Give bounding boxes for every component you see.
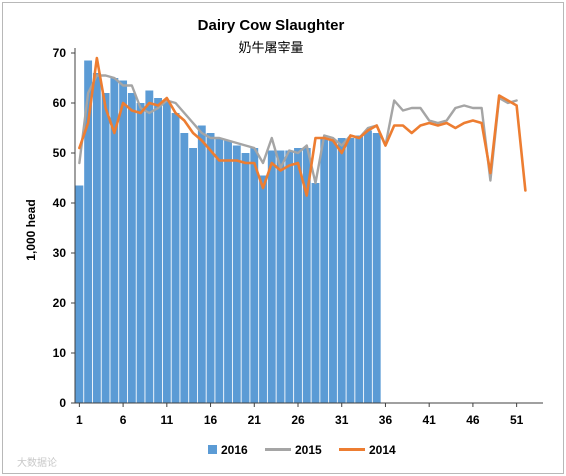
bar-2016-week-16 bbox=[206, 133, 215, 403]
bar-2016-week-35 bbox=[372, 133, 381, 403]
bar-2016-week-9 bbox=[145, 90, 154, 403]
bar-2016-week-34 bbox=[364, 130, 372, 403]
bar-2016-week-11 bbox=[162, 100, 171, 403]
bar-2016-week-17 bbox=[215, 138, 224, 403]
axes bbox=[71, 48, 543, 407]
legend-label-2014: 2014 bbox=[369, 443, 396, 457]
x-tick-label: 21 bbox=[248, 413, 262, 427]
y-tick-label: 70 bbox=[53, 46, 67, 60]
legend-label-2015: 2015 bbox=[295, 443, 322, 457]
bar-2016-week-6 bbox=[119, 80, 128, 403]
legend-item-2016: 2016 bbox=[208, 443, 248, 457]
x-tick-label: 31 bbox=[335, 413, 349, 427]
bar-2016-week-12 bbox=[171, 113, 180, 403]
bar-2016-week-5 bbox=[110, 78, 119, 403]
bar-2016-week-13 bbox=[180, 133, 189, 403]
bar-2016-week-25 bbox=[285, 150, 294, 403]
bar-2016-week-18 bbox=[224, 140, 232, 403]
bar-2016-week-8 bbox=[136, 103, 145, 403]
bar-2016-week-29 bbox=[320, 138, 329, 403]
bar-2016-week-33 bbox=[355, 135, 364, 403]
bar-2016-week-7 bbox=[127, 93, 136, 403]
bar-2016-week-4 bbox=[101, 93, 110, 403]
legend-swatch-2016 bbox=[208, 445, 217, 454]
legend-label-2016: 2016 bbox=[221, 443, 248, 457]
y-tick-label: 60 bbox=[53, 96, 67, 110]
bar-2016-week-3 bbox=[92, 73, 101, 403]
x-tick-label: 26 bbox=[291, 413, 305, 427]
line-2015 bbox=[78, 74, 518, 185]
y-axis-label: 1,000 head bbox=[24, 199, 38, 260]
bar-2016-week-19 bbox=[232, 145, 241, 403]
line-2014 bbox=[78, 56, 527, 197]
x-tick-label: 11 bbox=[160, 413, 173, 427]
bar-2016-week-26 bbox=[294, 148, 302, 403]
bar-2016-week-24 bbox=[276, 150, 285, 403]
y-tick-labels: 0 10 20 30 40 50 60 70 bbox=[53, 46, 67, 410]
bar-2016-week-23 bbox=[267, 150, 276, 403]
chart-title: Dairy Cow Slaughter bbox=[198, 17, 345, 34]
legend: 2016 2015 2014 bbox=[208, 443, 396, 457]
bar-2016-week-2 bbox=[84, 60, 93, 403]
y-tick-label: 20 bbox=[53, 296, 67, 310]
bar-2016-week-27 bbox=[302, 148, 311, 403]
chart-subtitle: 奶牛屠宰量 bbox=[238, 40, 303, 56]
bar-2016-week-15 bbox=[197, 125, 206, 403]
y-tick-label: 0 bbox=[59, 396, 66, 410]
y-tick-label: 30 bbox=[53, 246, 67, 260]
x-tick-label: 46 bbox=[466, 413, 480, 427]
legend-item-2014: 2014 bbox=[339, 443, 396, 457]
bar-2016-week-20 bbox=[241, 153, 250, 403]
y-tick-label: 10 bbox=[53, 346, 67, 360]
x-tick-labels: 1 6 11 16 21 26 31 36 41 46 51 bbox=[76, 413, 524, 427]
y-tick-label: 40 bbox=[53, 196, 67, 210]
x-tick-label: 51 bbox=[510, 413, 524, 427]
x-tick-label: 16 bbox=[204, 413, 218, 427]
series-lines bbox=[78, 56, 527, 197]
x-tick-label: 1 bbox=[76, 413, 83, 427]
bar-2016-week-22 bbox=[259, 175, 267, 403]
bar-2016-week-10 bbox=[154, 98, 163, 403]
bar-2016-week-28 bbox=[311, 183, 320, 403]
x-tick-label: 6 bbox=[120, 413, 127, 427]
y-tick-label: 50 bbox=[53, 146, 67, 160]
bar-2016-week-31 bbox=[337, 138, 346, 403]
watermark: 大数据论 bbox=[17, 456, 57, 469]
x-tick-label: 41 bbox=[423, 413, 437, 427]
bar-2016-week-32 bbox=[346, 138, 355, 403]
bar-2016-week-30 bbox=[329, 140, 337, 403]
bar-2016-week-14 bbox=[189, 148, 197, 403]
bars-2016 bbox=[75, 60, 381, 403]
x-tick-label: 36 bbox=[379, 413, 393, 427]
legend-item-2015: 2015 bbox=[265, 443, 322, 457]
bar-2016-week-21 bbox=[250, 148, 259, 403]
bar-2016-week-1 bbox=[75, 185, 84, 403]
dairy-cow-slaughter-chart: Dairy Cow Slaughter 奶牛屠宰量 1,000 head 010… bbox=[17, 17, 543, 469]
